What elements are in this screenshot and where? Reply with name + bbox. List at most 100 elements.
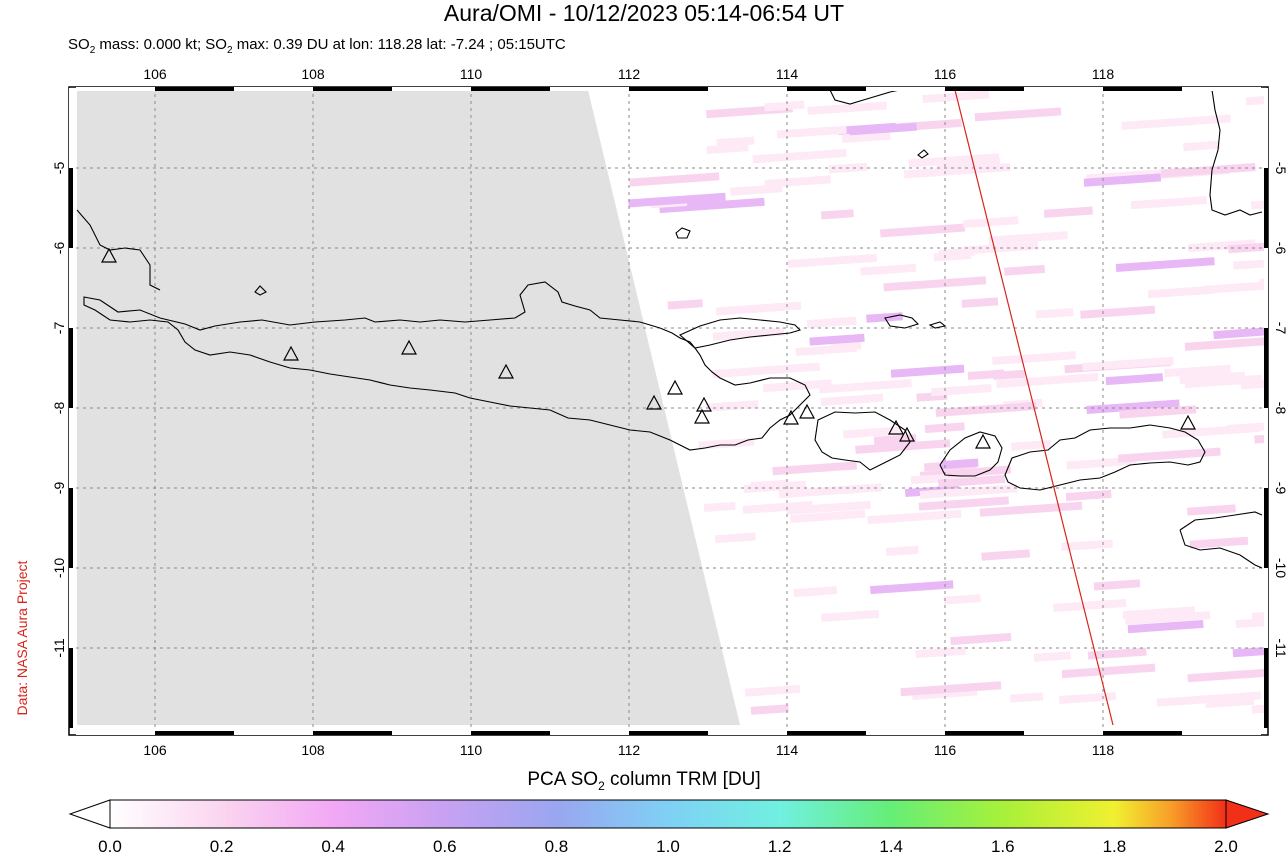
- swath-stripe: [730, 184, 783, 196]
- border-bar-right: [1264, 648, 1268, 728]
- swath-stripe: [1043, 206, 1093, 218]
- border-bar-right: [1264, 248, 1268, 328]
- border-bar-left: [69, 568, 73, 648]
- lat-tick-label-right: -9: [1273, 482, 1288, 495]
- coastlines: [76, 89, 1263, 569]
- swath-stripe: [1004, 264, 1046, 276]
- swath-stripe: [628, 192, 726, 208]
- no-data-region: [77, 90, 740, 725]
- swath-stripe: [940, 458, 979, 470]
- subtitle-sub2: 2: [226, 45, 233, 56]
- swath-stripe: [776, 125, 847, 139]
- swath-stripe: [806, 316, 857, 329]
- swath-stripe: [711, 362, 821, 379]
- swath-stripe: [908, 153, 1000, 168]
- swath-stripe: [764, 100, 805, 112]
- swath-stripe: [1213, 324, 1268, 340]
- swath-stripe: [715, 301, 802, 316]
- volcano-icon: [898, 426, 916, 442]
- lon-tick-label-bottom: 108: [301, 742, 325, 758]
- lon-tick-label-bottom: 110: [460, 742, 483, 758]
- swath-stripe: [830, 341, 862, 352]
- volcano-icon: [400, 339, 418, 355]
- swath-stripe: [870, 580, 954, 595]
- swath-stripe: [924, 422, 965, 434]
- border-bar-right: [1264, 568, 1268, 648]
- swath-stripe: [866, 312, 903, 323]
- lon-tick-label-top: 118: [1092, 66, 1115, 82]
- swath-stripe: [1205, 696, 1255, 709]
- swath-stripe: [750, 704, 789, 715]
- volcano-icon: [666, 379, 684, 395]
- swath-stripe: [915, 646, 966, 659]
- swath-stripe: [1010, 439, 1052, 451]
- lat-tick-label-right: -5: [1273, 162, 1288, 175]
- border-bar-bottom: [392, 731, 471, 735]
- swath-stripe: [930, 384, 992, 397]
- volcano-icon: [645, 394, 663, 410]
- border-bar-bottom: [629, 731, 708, 735]
- java-coastline: [83, 281, 811, 451]
- border-bar-bottom: [76, 731, 155, 735]
- swath-stripe: [1187, 239, 1256, 253]
- swath-stripe: [821, 609, 879, 622]
- swath-stripe: [1164, 364, 1231, 378]
- kalimantan-coastline: [829, 89, 901, 105]
- colorbar-tick-label: 0.8: [545, 837, 569, 855]
- lon-tick-label-top: 112: [618, 66, 641, 82]
- swath-stripe: [903, 163, 1011, 179]
- border-bar-bottom: [550, 731, 629, 735]
- lon-tick-label-top: 114: [776, 66, 799, 82]
- swath-stripe: [809, 333, 865, 346]
- lon-tick-label-top: 116: [934, 66, 957, 82]
- swath-stripe: [937, 474, 1006, 488]
- colorbar-over-arrow: [1225, 799, 1270, 829]
- sulawesi-coastline: [1209, 89, 1263, 216]
- border-bar-top: [787, 87, 866, 91]
- border-bar-top: [155, 87, 234, 91]
- border-bar-bottom: [787, 731, 866, 735]
- border-bar-right: [1264, 328, 1268, 408]
- colorbar-tick-label: 1.0: [656, 837, 680, 855]
- lon-tick-label-top: 106: [143, 66, 167, 82]
- border-bar-bottom: [945, 731, 1024, 735]
- colorbar: 0.0 0.2 0.4 0.6 0.8 1.0 1.2 1.4 1.6 1.8 2.0: [68, 799, 1270, 855]
- map-border-bars: [69, 87, 1268, 735]
- colorbar-tick-label: 0.2: [210, 837, 234, 855]
- border-bar-top: [471, 87, 550, 91]
- border-bar-top: [313, 87, 392, 91]
- colorbar-tick-label: 1.4: [879, 837, 903, 855]
- lon-tick-label-top: 108: [301, 66, 325, 82]
- swath-stripe: [1082, 356, 1174, 371]
- border-bar-bottom: [155, 731, 234, 735]
- lon-tick-label-bottom: 112: [618, 742, 641, 758]
- swath-stripe: [950, 632, 1012, 646]
- border-bar-top: [1182, 87, 1261, 91]
- colorbar-label: PCA SO2 column TRM [DU]: [0, 769, 1288, 793]
- swath-stripe: [703, 501, 736, 512]
- swath-stripe: [818, 379, 912, 394]
- swath-stripe: [974, 107, 1062, 122]
- border-bar-right: [1264, 488, 1268, 568]
- swath-stripe: [629, 172, 720, 187]
- border-bar-bottom: [708, 731, 787, 735]
- colorbar-tick-label: 1.8: [1103, 837, 1127, 855]
- swath-stripe: [716, 136, 755, 148]
- swath-stripe: [1187, 504, 1236, 516]
- kangean-islands: [884, 314, 947, 329]
- subtitle-mid: mass: 0.000 kt; SO: [95, 36, 227, 53]
- colorbar-tick-label: 2.0: [1214, 837, 1238, 855]
- swath-stripe: [1035, 308, 1074, 319]
- border-bar-right: [1264, 408, 1268, 488]
- swath-stripe: [1119, 405, 1197, 419]
- lat-tick-label-right: -11: [1273, 638, 1288, 657]
- border-bar-bottom: [313, 731, 392, 735]
- swath-stripe: [880, 223, 966, 238]
- swath-stripe: [843, 426, 902, 439]
- volcano-icon: [782, 409, 800, 425]
- volcano-icon: [695, 396, 713, 412]
- swath-stripe: [1117, 447, 1221, 463]
- satellite-ground-track: [954, 89, 1114, 726]
- volcano-icon: [887, 419, 905, 435]
- colorbar-gradient: [109, 799, 1227, 829]
